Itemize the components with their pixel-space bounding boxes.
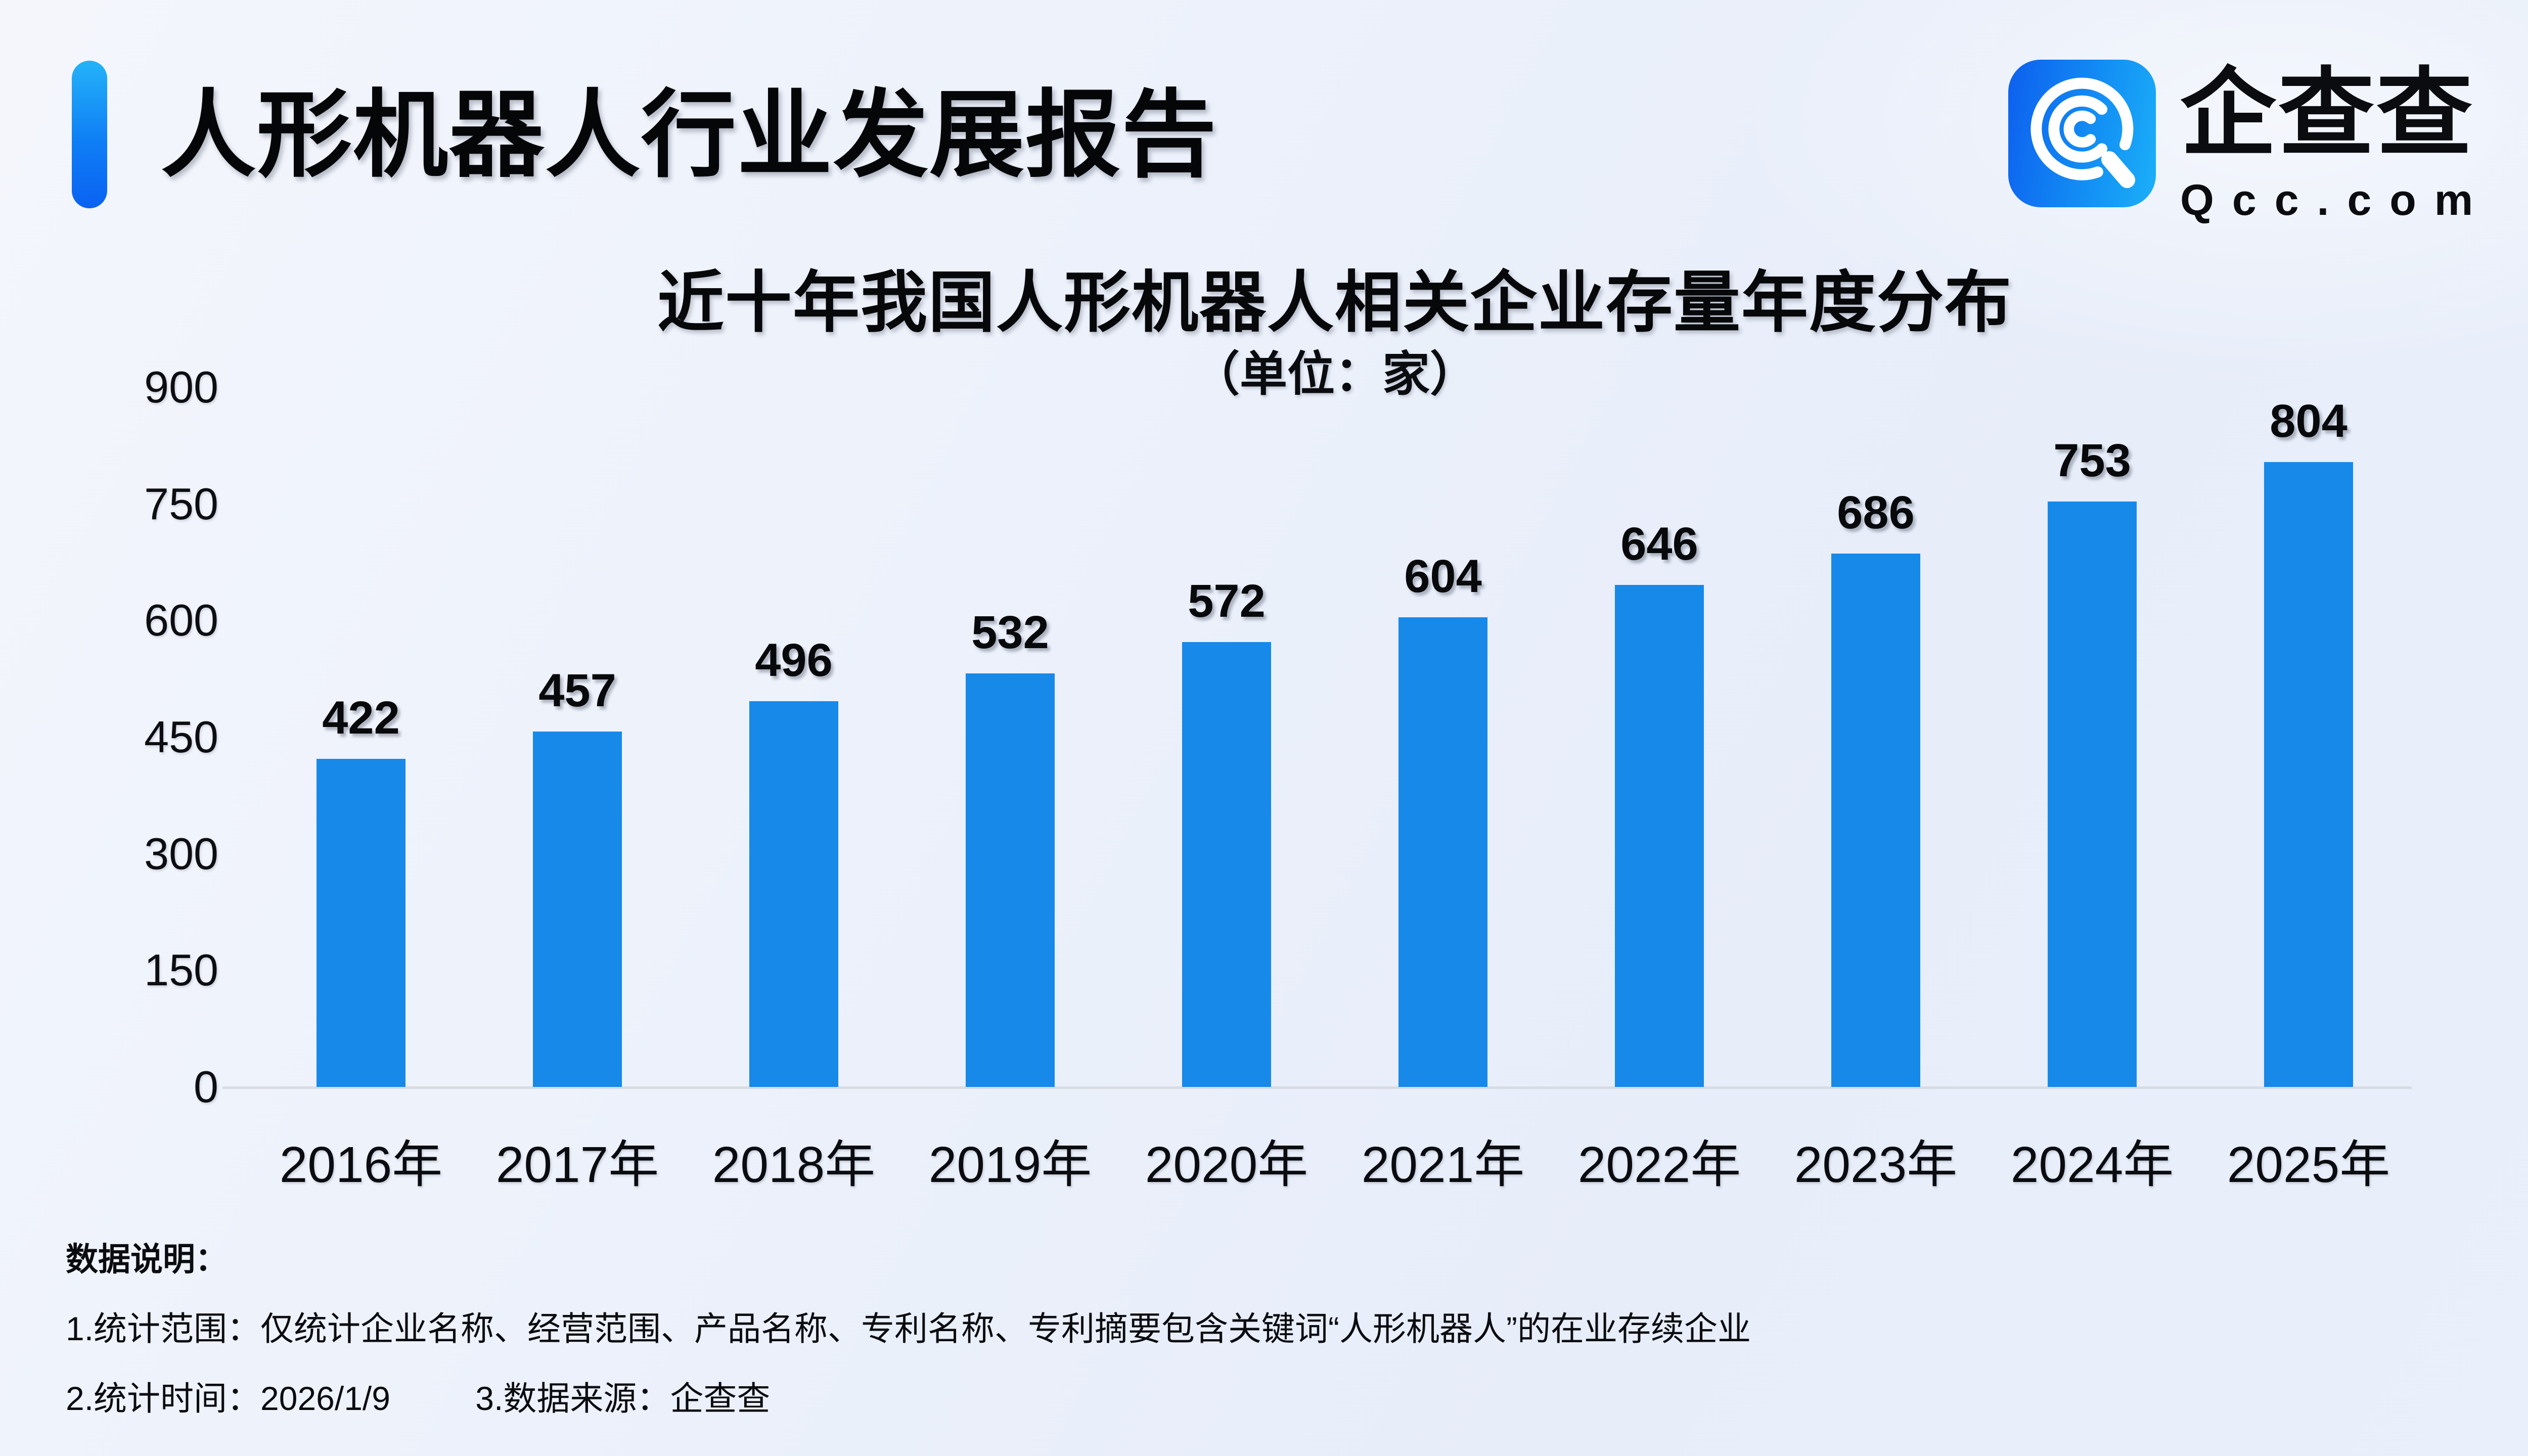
y-axis-tick-label: 450 [144,712,218,762]
bar-slot: 532 [902,387,1118,1087]
y-axis: 0 150 300 450 600 750 900 [0,0,218,1456]
qcc-q-glyph [2030,77,2136,189]
title-accent-bar [72,61,107,208]
qcc-logo-domain: Qcc.com [2180,176,2492,224]
x-axis-label: 2024年 [2010,1136,2174,1193]
x-axis-label: 2022年 [1577,1136,1741,1193]
bar-slot: 646 [1551,387,1768,1087]
x-axis-label: 2018年 [712,1136,876,1193]
x-axis-label: 2019年 [928,1136,1092,1193]
bar-slot: 496 [686,387,902,1087]
y-axis-tick-label: 150 [144,945,218,995]
note-line-1: 1.统计范围：仅统计企业名称、经营范围、产品名称、专利名称、专利摘要包含关键词“… [66,1310,1751,1347]
notes-heading: 数据说明： [66,1241,228,1278]
x-axis-label: 2023年 [1794,1136,1958,1193]
x-axis-label: 2017年 [495,1136,659,1193]
qcc-logo-name: 企查查 [2180,60,2475,167]
chart-title: 近十年我国人形机器人相关企业存量年度分布 [657,265,2012,340]
bar [533,732,622,1087]
note-data-source: 3.数据来源：企查查 [475,1380,771,1417]
bar [749,701,838,1087]
y-axis-tick-label: 0 [194,1062,218,1112]
bar-value-label: 753 [2053,435,2131,486]
note-line-2: 2.统计时间：2026/1/9 3.数据来源：企查查 [66,1377,1751,1420]
x-axis-baseline [222,1086,2412,1089]
bar-value-label: 572 [1188,575,1266,627]
y-axis-tick-label: 300 [144,828,218,879]
bar [1398,617,1487,1087]
bar-slot: 457 [469,387,686,1087]
bar-slot: 753 [1984,387,2200,1087]
bar [2264,462,2353,1087]
chart-subtitle: （单位：家） [1192,347,1477,400]
x-axis-labels: 2016年 2017年 2018年 2019年 2020年 2021年 2022年 2023年… [253,1123,2417,1197]
y-axis-tick-label: 600 [144,595,218,646]
bar-slot: 686 [1768,387,1984,1087]
qcc-logo: 企查查 Qcc.com [2008,60,2491,225]
x-axis-label: 2016年 [279,1136,443,1193]
bar-value-label: 496 [755,634,833,686]
bar-value-label: 646 [1620,518,1698,570]
x-axis-label: 2021年 [1361,1136,1525,1193]
x-axis-label: 2020年 [1145,1136,1308,1193]
data-notes: 数据说明： 1.统计范围：仅统计企业名称、经营范围、产品名称、专利名称、专利摘要… [66,1239,1751,1420]
bar-slot: 604 [1335,387,1551,1087]
bar-value-label: 457 [538,665,616,716]
bar-slot: 422 [253,387,469,1087]
page-title: 人形机器人行业发展报告 [161,82,1217,188]
bar-value-label: 422 [322,692,400,744]
qcc-logo-text: 企查查 Qcc.com [2180,60,2491,225]
qcc-logo-icon [2008,60,2156,207]
x-axis-label: 2025年 [2227,1136,2390,1193]
bar-value-label: 804 [2270,395,2348,447]
note-stat-time: 2.统计时间：2026/1/9 [66,1380,390,1417]
bar [1182,642,1271,1087]
bar-value-label: 686 [1837,487,1915,538]
bar-value-label: 604 [1404,551,1482,602]
y-axis-tick-label: 750 [144,478,218,529]
bar [966,673,1055,1087]
bars-area: 422 457 496 532 572 604 646 686 753 804 [253,387,2417,1087]
bar [317,759,405,1087]
bar-slot: 572 [1118,387,1335,1087]
y-axis-tick-label: 900 [144,362,218,412]
bar [1831,554,1920,1087]
bar-slot: 804 [2200,387,2417,1087]
bar [2048,502,2137,1087]
bar-value-label: 532 [971,607,1049,658]
bar [1615,585,1704,1087]
